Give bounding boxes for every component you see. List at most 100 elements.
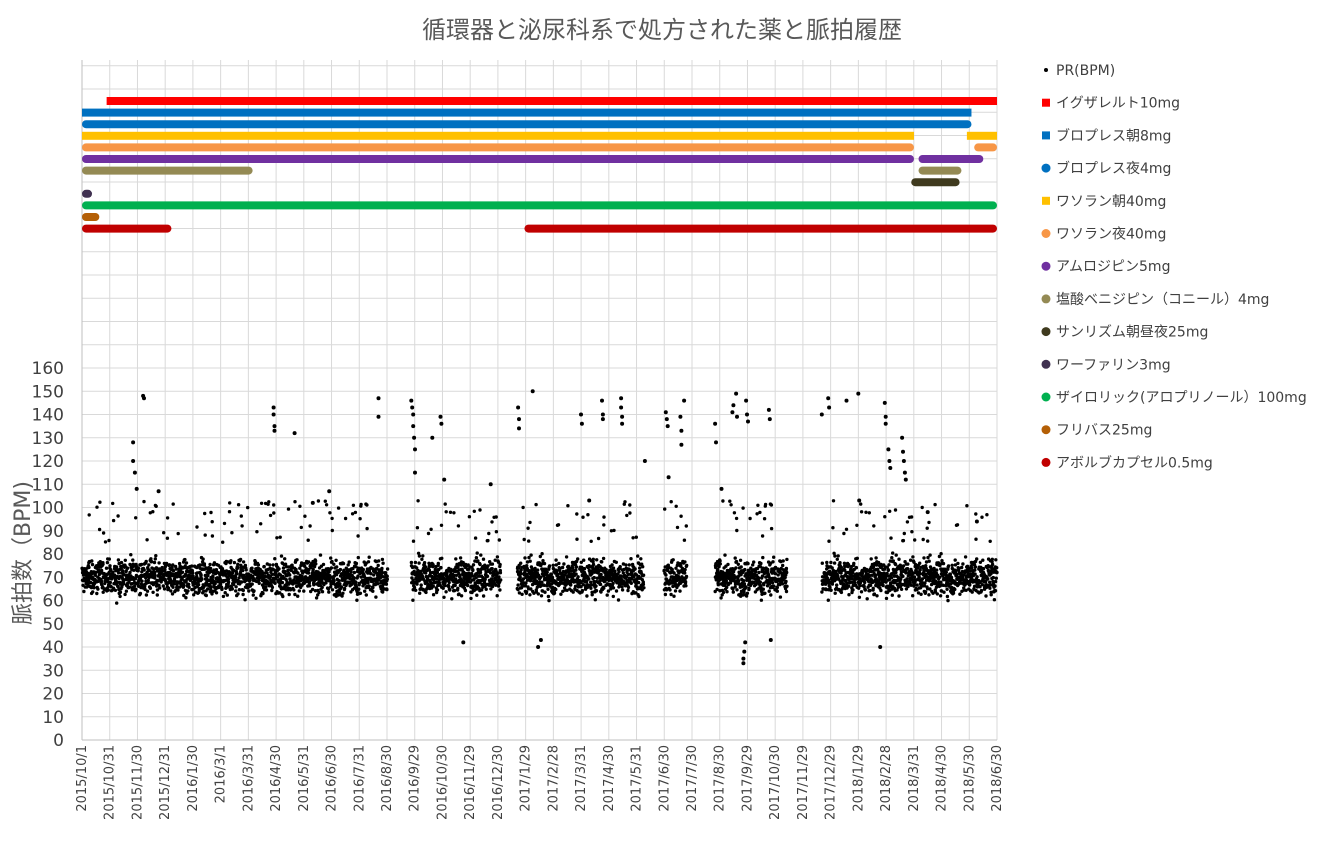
pulse-point (974, 537, 978, 541)
pulse-point (948, 572, 952, 576)
pulse-point (338, 582, 342, 586)
pulse-point (928, 587, 932, 591)
pulse-point (569, 569, 573, 573)
pulse-point (351, 503, 356, 507)
pulse-point (725, 590, 729, 594)
pulse-point (739, 565, 743, 569)
pulse-point (759, 561, 763, 566)
medication-bar (966, 131, 997, 140)
pulse-point (954, 569, 958, 573)
x-tick-label: 2016/1/30 (186, 745, 201, 812)
pulse-point (746, 568, 751, 572)
pulse-point (131, 558, 135, 562)
pulse-point (569, 583, 573, 587)
pulse-point (950, 563, 954, 567)
pulse-point (742, 590, 746, 594)
pulse-point (343, 516, 348, 521)
pulse-point (770, 581, 775, 585)
pulse-point (257, 578, 261, 582)
pulse-point (612, 528, 616, 533)
x-tick-label: 2016/3/1 (214, 745, 229, 803)
pulse-point (523, 556, 527, 560)
pulse-point (335, 565, 339, 569)
y-tick-label: 70 (42, 568, 64, 588)
pulse-point (882, 400, 887, 405)
pulse-point (734, 391, 739, 396)
pulse-point (174, 567, 178, 571)
pulse-point (927, 559, 931, 563)
pulse-point (908, 558, 913, 562)
pulse-point (582, 558, 586, 562)
pulse-point (132, 584, 137, 588)
pulse-point (380, 557, 385, 562)
pulse-point (439, 565, 443, 570)
pulse-point (913, 562, 918, 567)
y-tick-label: 150 (32, 382, 64, 402)
pulse-point (664, 573, 668, 577)
pulse-point (746, 561, 750, 566)
pulse-point (204, 576, 209, 581)
pulse-point (411, 412, 416, 417)
pulse-point (941, 561, 946, 566)
pulse-point (371, 589, 375, 593)
pulse-point (592, 575, 596, 580)
pulse-point (906, 584, 910, 589)
pulse-point (728, 499, 732, 503)
pulse-point (826, 396, 831, 401)
pulse-point (195, 574, 199, 579)
pulse-point (897, 557, 901, 561)
pulse-point (960, 565, 964, 570)
pulse-point (953, 558, 957, 562)
pulse-point (536, 645, 541, 649)
pulse-point (964, 588, 968, 592)
pulse-point (458, 573, 462, 578)
pulse-point (682, 398, 687, 403)
pulse-point (254, 596, 258, 600)
medication-bar (82, 131, 914, 140)
pulse-point (108, 564, 112, 568)
pulse-point (248, 578, 252, 583)
x-tick-label: 2016/5/31 (297, 745, 312, 812)
pulse-point (606, 589, 611, 593)
pulse-point (855, 556, 859, 560)
pulse-point (824, 587, 828, 592)
pulse-point (483, 577, 487, 582)
pulse-point (190, 564, 194, 568)
pulse-point (481, 594, 486, 598)
pulse-point (527, 555, 531, 560)
pulse-point (208, 562, 212, 567)
pulse-point (155, 588, 160, 592)
legend-marker (1041, 327, 1051, 337)
pulse-point (239, 514, 243, 518)
pulse-point (251, 574, 255, 578)
pulse-point (683, 571, 687, 575)
pulse-point (327, 590, 331, 594)
pulse-point (910, 530, 914, 534)
pulse-point (157, 561, 161, 565)
pulse-point (320, 578, 324, 583)
pulse-point (226, 585, 230, 589)
pulse-point (529, 587, 533, 591)
pulse-point (856, 391, 861, 396)
pulse-point (145, 538, 149, 542)
pulse-point (128, 562, 132, 567)
pulse-point (127, 585, 132, 589)
pulse-point (595, 558, 599, 562)
pulse-point (171, 569, 176, 573)
pulse-point (525, 560, 530, 564)
pulse-point (904, 587, 909, 591)
pulse-point (214, 568, 219, 572)
y-tick-label: 90 (42, 522, 64, 542)
pulse-point (641, 582, 646, 587)
pulse-point (965, 504, 969, 508)
pulse-point (210, 534, 215, 538)
pulse-point (868, 588, 872, 593)
pulse-point (277, 567, 281, 571)
pulse-point (683, 560, 687, 564)
pulse-point (675, 525, 680, 530)
pulse-point (495, 594, 499, 598)
pulse-point (415, 526, 420, 530)
pulse-point (857, 595, 862, 599)
pulse-point (354, 561, 359, 566)
pulse-point (497, 538, 501, 542)
